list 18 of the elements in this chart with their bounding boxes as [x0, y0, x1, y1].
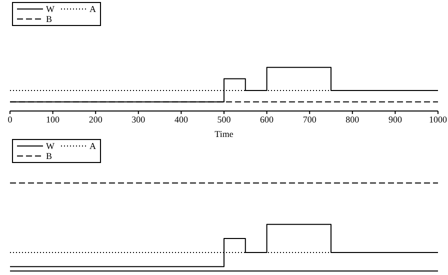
x-tick-label: 200	[88, 114, 103, 124]
x-tick-label: 700	[302, 114, 317, 124]
legend-label: B	[46, 151, 52, 161]
legend-label: A	[90, 141, 96, 151]
x-tick-label: 100	[46, 114, 60, 124]
legend-label: W	[46, 141, 54, 151]
legend-label: A	[90, 4, 96, 14]
x-tick-label: 500	[217, 114, 232, 124]
x-axis-title: Time	[214, 129, 234, 139]
legend-label: B	[46, 14, 52, 24]
x-tick-label: 0	[8, 114, 13, 124]
x-tick-label: 800	[346, 114, 360, 124]
x-tick-label: 300	[132, 114, 146, 124]
x-tick-label: 400	[174, 114, 188, 124]
x-tick-label: 1000	[429, 114, 448, 124]
x-tick-label: 900	[388, 114, 402, 124]
legend-label: W	[46, 4, 54, 14]
x-tick-label: 600	[260, 114, 274, 124]
